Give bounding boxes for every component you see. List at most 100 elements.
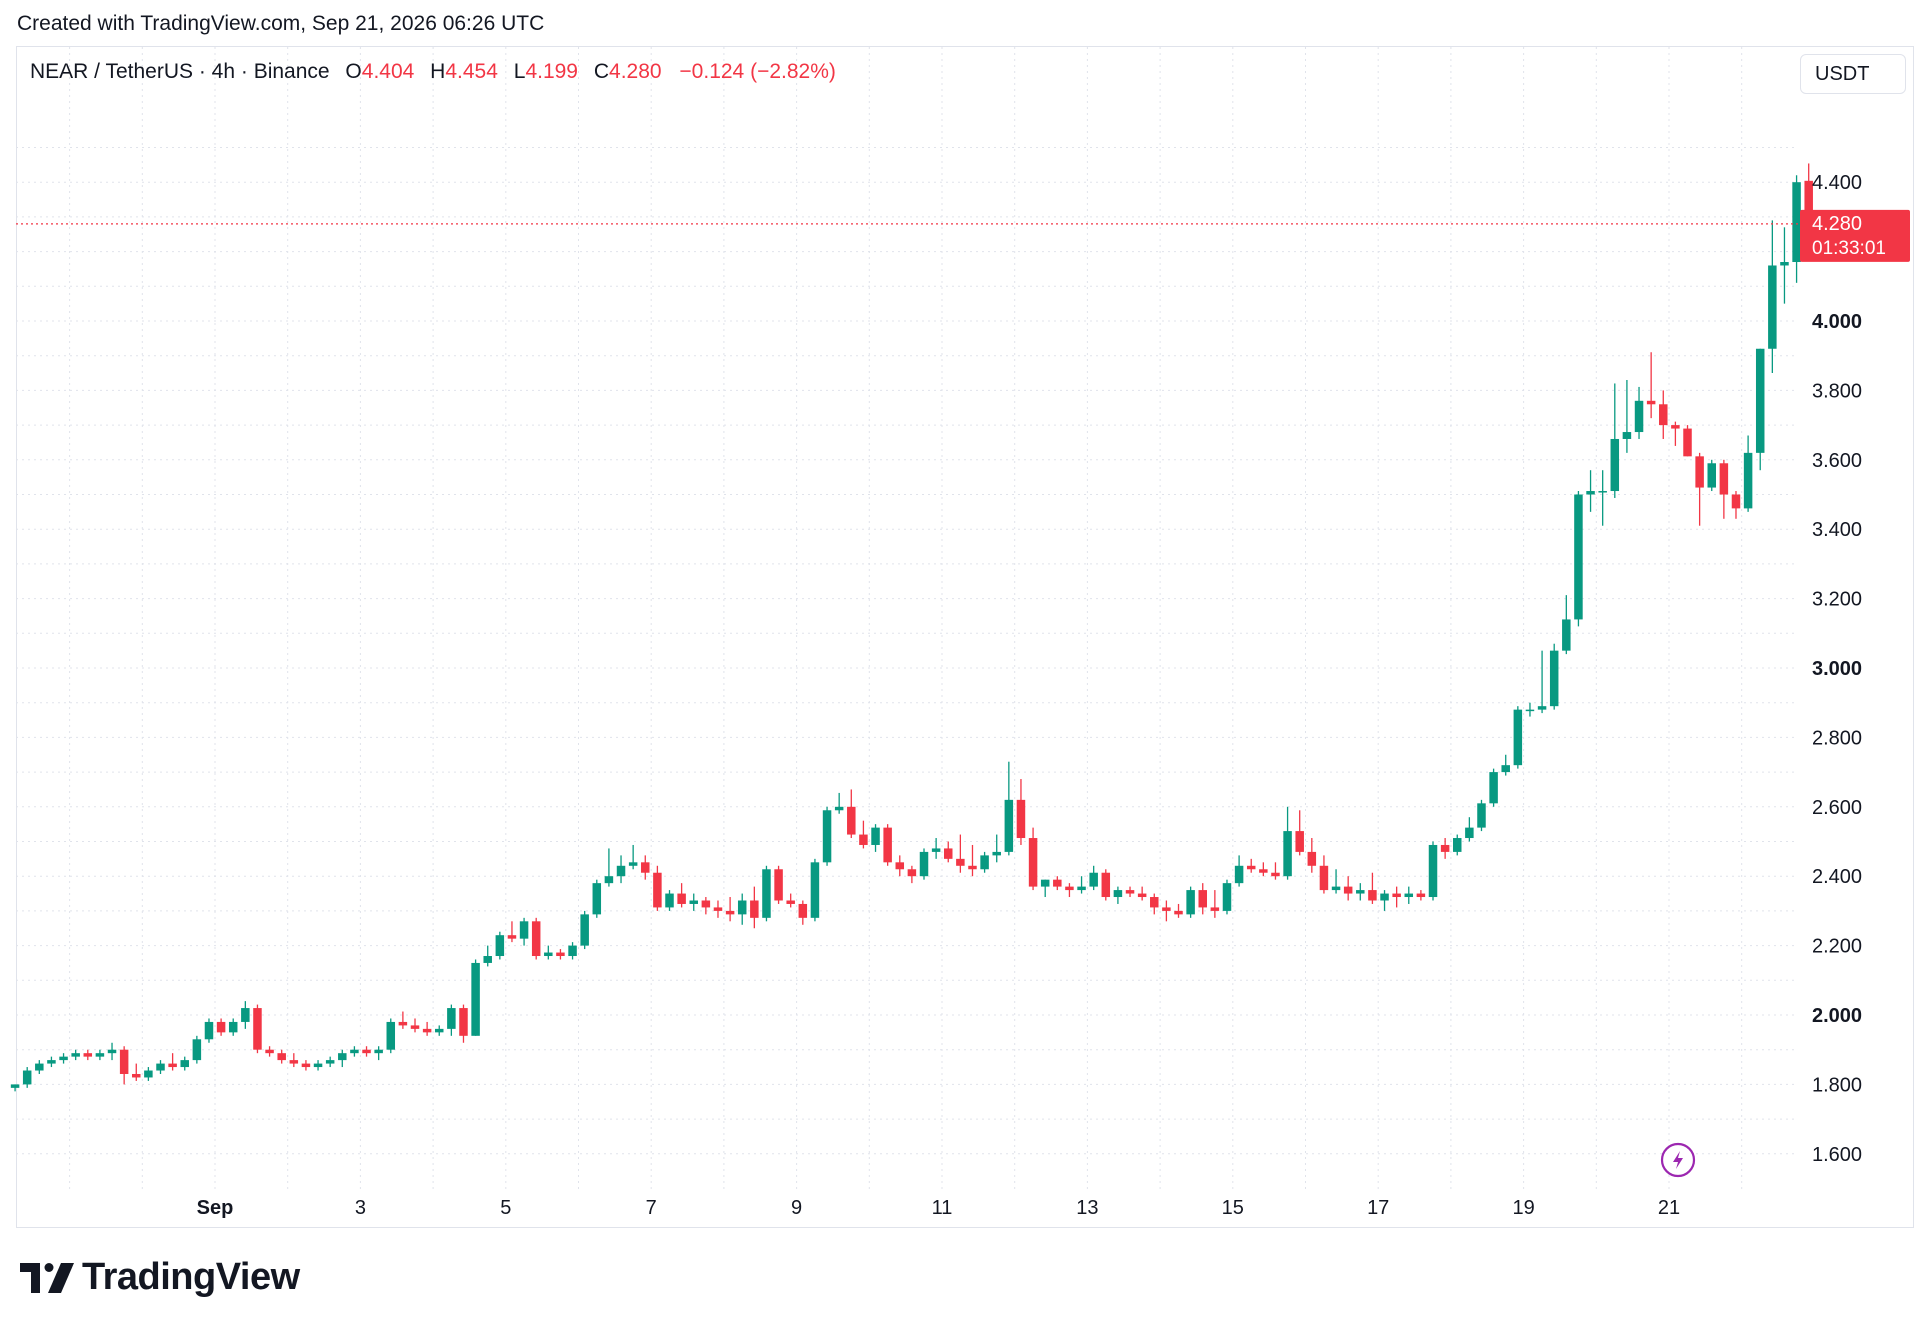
candle-body (931, 848, 941, 852)
candle-body (725, 910, 735, 915)
price-tick-label: 4.400 (1812, 172, 1862, 194)
candle (1113, 886, 1123, 904)
candle-body (519, 921, 529, 939)
chart-frame[interactable] (16, 46, 1914, 1228)
price-tick-label: 4.000 (1812, 311, 1862, 333)
candle (1768, 220, 1777, 374)
symbol-description[interactable]: NEAR / TetherUS · 4h · Binance (30, 60, 330, 83)
candle-body (447, 1008, 456, 1029)
candle (1016, 779, 1026, 845)
candle-body (35, 1063, 44, 1071)
open-value: 4.404 (361, 60, 415, 83)
time-tick-label: 15 (1222, 1197, 1244, 1219)
candle (1295, 810, 1304, 856)
candle-body (1659, 404, 1668, 426)
candle-body (1174, 910, 1183, 915)
candle-body (1259, 869, 1268, 873)
candle (980, 851, 989, 873)
candle (641, 855, 650, 880)
candle-body (338, 1053, 347, 1061)
candle (1562, 595, 1571, 655)
candle (580, 910, 589, 950)
lightning-icon[interactable] (1660, 1142, 1696, 1178)
candle (604, 848, 614, 887)
candle-body (495, 935, 505, 957)
price-tick-label: 2.400 (1812, 866, 1862, 888)
candle (1065, 883, 1074, 898)
candle (1549, 643, 1559, 710)
candle-body (1695, 456, 1704, 488)
candle (1259, 862, 1268, 877)
candle (1210, 890, 1220, 918)
candle-body (1780, 262, 1789, 266)
candle (1586, 470, 1595, 512)
candle (107, 1042, 117, 1061)
candle-body (1416, 893, 1426, 898)
time-tick-label: 21 (1658, 1197, 1680, 1219)
candle-body (992, 851, 1001, 856)
candle (1271, 862, 1280, 880)
candle (1150, 893, 1159, 915)
candle-body (1501, 765, 1510, 773)
candle (1743, 435, 1753, 512)
candle-body (943, 848, 953, 859)
candle-body (1404, 893, 1414, 898)
candle-body (265, 1049, 274, 1054)
currency-button[interactable]: USDT (1800, 54, 1906, 94)
candle (919, 848, 929, 880)
candle-body (1804, 180, 1813, 224)
candle-body (604, 876, 614, 884)
candle (144, 1067, 153, 1081)
candle (1077, 876, 1086, 894)
price-tick-label: 3.200 (1812, 589, 1862, 611)
time-tick-label: 9 (791, 1197, 802, 1219)
candle (1731, 491, 1741, 519)
candle (725, 897, 735, 922)
tradingview-logo[interactable]: TradingView (20, 1256, 300, 1299)
candle (544, 945, 553, 960)
chart-canvas[interactable]: 1.600 1.800 2.000 2.200 2.400 2.600 2.800 3.000… (0, 0, 1930, 1230)
caption: Created with TradingView.com, Sep 21, 20… (17, 12, 545, 35)
candle-body (1380, 893, 1389, 901)
price-axis[interactable]: 1.600 1.800 2.000 2.200 2.400 2.600 2.800 3.000… (1812, 172, 1862, 1166)
price-tick-label: 3.600 (1812, 450, 1862, 472)
candle (338, 1049, 347, 1068)
candle-body (459, 1008, 468, 1036)
candle (1428, 841, 1438, 901)
price-tick-label: 2.600 (1812, 797, 1862, 819)
candle-body (228, 1021, 238, 1033)
candle (774, 865, 783, 904)
candle (228, 1018, 238, 1036)
candle-body (1222, 883, 1232, 911)
candle-body (253, 1008, 262, 1050)
candle (1707, 459, 1716, 492)
candle (1356, 883, 1365, 901)
candle (1040, 879, 1050, 898)
candle-body (1283, 831, 1292, 877)
time-tick-label: 7 (646, 1197, 657, 1219)
candle-body (1549, 650, 1559, 707)
time-axis[interactable]: Sep 3 5 7 9 11 13 15 17 19 21 (197, 1197, 1680, 1219)
candle-body (1234, 865, 1244, 884)
candle (362, 1046, 371, 1057)
candle (1283, 806, 1292, 880)
candle-body (556, 952, 565, 957)
candle (1659, 390, 1668, 439)
candle (47, 1056, 56, 1068)
candle-body (774, 869, 783, 901)
candle (119, 1046, 129, 1085)
candle-body (1477, 803, 1486, 828)
candle-body (980, 855, 989, 870)
candle (253, 1004, 262, 1054)
low-value: 4.199 (525, 60, 578, 83)
candle (422, 1021, 432, 1036)
candle-body (1634, 400, 1644, 433)
candle-body (531, 921, 541, 957)
candle-body (798, 903, 808, 918)
candle-body (107, 1049, 117, 1054)
candle (701, 897, 711, 915)
candle-body (1707, 463, 1716, 488)
candle (847, 789, 856, 839)
candle (689, 893, 698, 911)
time-tick-label: 17 (1367, 1197, 1389, 1219)
